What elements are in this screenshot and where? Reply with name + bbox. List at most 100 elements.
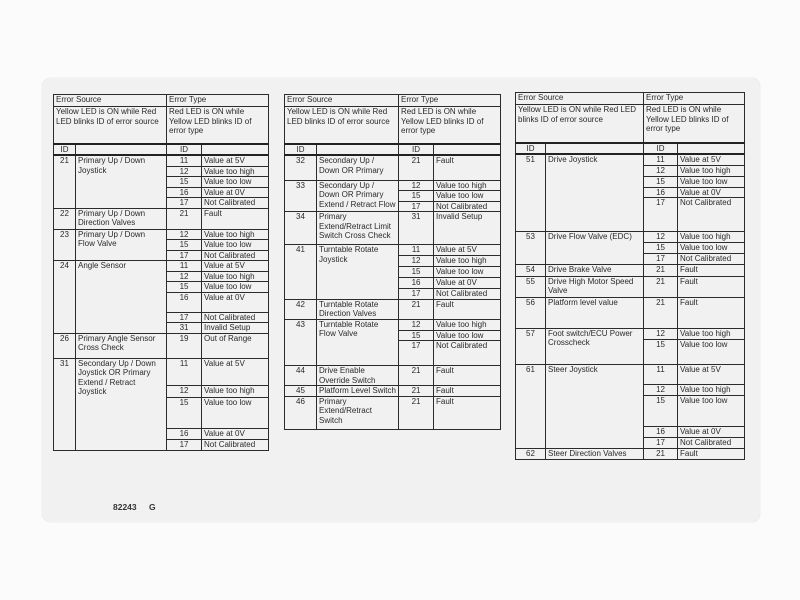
error-type-id: 19 xyxy=(166,332,203,359)
error-source-id: 57 xyxy=(515,327,546,365)
error-type-name: Value at 5V xyxy=(677,153,746,166)
error-type-id: 11 xyxy=(166,154,203,167)
error-source-description: Yellow LED is ON while Red LED blinks ID… xyxy=(514,104,645,143)
error-type-name: Not Calibrated xyxy=(433,200,502,212)
error-source-name: Primary Extend/Retract Switch xyxy=(315,395,400,430)
error-type-name: Value at 5V xyxy=(433,244,502,256)
error-type-id: 21 xyxy=(643,275,679,298)
error-type-name: Value too high xyxy=(433,318,502,331)
error-type-name: Value too low xyxy=(201,281,270,293)
error-type-name: Value at 5V xyxy=(201,154,270,167)
error-type-id: 17 xyxy=(166,197,203,209)
table-row: 41 Turntable Rotate Joystick 11 Value at 5V xyxy=(284,244,502,300)
error-type-id: 21 xyxy=(643,447,679,460)
source-name-header xyxy=(544,141,645,155)
error-table-1: Error Source Error Type Yellow LED is ON w… xyxy=(52,94,270,451)
error-type-name: Fault xyxy=(677,263,746,277)
error-type-id: 11 xyxy=(166,260,203,272)
error-source-id: 31 xyxy=(53,357,76,451)
error-type-name: Not Calibrated xyxy=(677,197,746,232)
error-source-id: 43 xyxy=(284,318,317,366)
error-type-name: Fault xyxy=(433,365,502,386)
error-type-name: Value too low xyxy=(677,394,746,427)
table-row: 12 Value too high xyxy=(54,165,270,177)
error-type-id: 12 xyxy=(398,318,435,331)
error-source-name: Primary Up / Down Flow Valve xyxy=(74,228,168,261)
error-type-id: 12 xyxy=(166,165,203,177)
error-type-name: Value too low xyxy=(677,338,746,365)
table-row: 16 Value at 0V xyxy=(516,425,746,438)
error-type-name: Fault xyxy=(677,447,746,460)
table-row: 16 Value at 0V xyxy=(54,427,270,440)
error-type-id: 11 xyxy=(398,244,435,256)
error-source-name: Turntable Rotate Flow Valve xyxy=(315,318,400,366)
table-row: 62 Steer Direction Valves 21 Fault xyxy=(515,447,746,460)
error-source-header: Error Source xyxy=(52,94,168,107)
error-type-name: Value at 0V xyxy=(677,425,746,438)
error-type-id: 12 xyxy=(643,383,679,396)
error-type-name: Value too high xyxy=(201,165,270,177)
error-type-name: Fault xyxy=(201,207,270,230)
error-source-id: 55 xyxy=(515,275,546,298)
error-type-name: Value too high xyxy=(677,383,746,396)
error-type-name: Value too low xyxy=(201,176,270,188)
table-row: 17 Not Calibrated xyxy=(54,438,270,451)
error-type-id: 15 xyxy=(398,329,435,341)
error-type-name: Value too low xyxy=(677,242,746,254)
error-type-id: 12 xyxy=(166,384,203,398)
error-type-header: Error Type xyxy=(398,94,502,107)
error-type-id: 15 xyxy=(643,394,679,427)
error-type-name: Value too high xyxy=(433,179,502,191)
error-source-name: Primary Angle Sensor Cross Check xyxy=(74,332,168,359)
error-type-id: 17 xyxy=(166,249,203,261)
table-row: 22 Primary Up / Down Direction Valves 21 Fa… xyxy=(53,207,270,230)
type-name-header xyxy=(201,142,270,156)
error-type-name: Not Calibrated xyxy=(201,438,270,451)
table-row: 16 Value at 0V xyxy=(285,276,502,289)
table-row: 34 Primary Extend/Retract Limit Switch Cr… xyxy=(284,211,502,245)
error-source-id: 61 xyxy=(515,363,546,449)
error-source-id: 34 xyxy=(284,211,317,245)
part-number-label: 82243 G xyxy=(113,502,166,512)
error-type-name: Value at 0V xyxy=(201,186,270,198)
error-source-id: 22 xyxy=(53,207,76,230)
error-source-name: Steer Joystick xyxy=(544,363,645,449)
error-type-id: 17 xyxy=(398,200,435,212)
error-type-id: 15 xyxy=(166,176,203,188)
error-source-name: Turntable Rotate Joystick xyxy=(315,244,400,300)
error-type-name: Fault xyxy=(677,296,746,329)
error-source-id: 23 xyxy=(53,228,76,261)
error-source-header: Error Source xyxy=(514,92,645,105)
error-source-name: Primary Extend/Retract Limit Switch Cros… xyxy=(315,211,400,245)
error-type-id: 21 xyxy=(166,207,203,230)
table-row: 46 Primary Extend/Retract Switch 21 Fault xyxy=(284,395,502,430)
error-source-id: 53 xyxy=(515,231,546,265)
table-row: 43 Turntable Rotate Flow Valve 12 Value too… xyxy=(284,318,502,366)
error-type-id: 12 xyxy=(643,164,679,177)
error-type-name: Not Calibrated xyxy=(677,436,746,449)
error-type-name: Not Calibrated xyxy=(677,253,746,265)
error-type-id: 17 xyxy=(643,436,679,449)
error-type-id: 12 xyxy=(398,179,435,191)
error-type-id: 17 xyxy=(398,287,435,300)
error-type-name: Fault xyxy=(433,298,502,320)
error-source-name: Secondary Up / Down OR Primary Extend / … xyxy=(315,179,400,212)
error-source-id: 33 xyxy=(284,179,317,212)
error-source-name: Secondary Up / Down OR Primary xyxy=(315,154,400,181)
error-source-id: 54 xyxy=(515,263,546,277)
type-id-header: ID xyxy=(166,142,203,156)
error-source-name: Angle Sensor xyxy=(74,260,168,334)
error-type-name: Value too high xyxy=(677,164,746,177)
error-source-name: Turntable Rotate Direction Valves xyxy=(315,298,400,320)
error-type-name: Value too low xyxy=(433,190,502,202)
error-type-id: 12 xyxy=(643,231,679,243)
error-type-id: 16 xyxy=(643,186,679,198)
table-row: 15 Value too low xyxy=(516,175,746,188)
error-type-name: Value too low xyxy=(201,239,270,251)
error-source-description: Yellow LED is ON while Red LED blinks ID… xyxy=(283,106,400,144)
error-type-id: 16 xyxy=(398,276,435,289)
table-row: 15 Value too low xyxy=(54,176,270,188)
error-type-name: Value too low xyxy=(433,266,502,278)
type-id-header: ID xyxy=(643,141,679,155)
error-source-header: Error Source xyxy=(283,94,400,107)
